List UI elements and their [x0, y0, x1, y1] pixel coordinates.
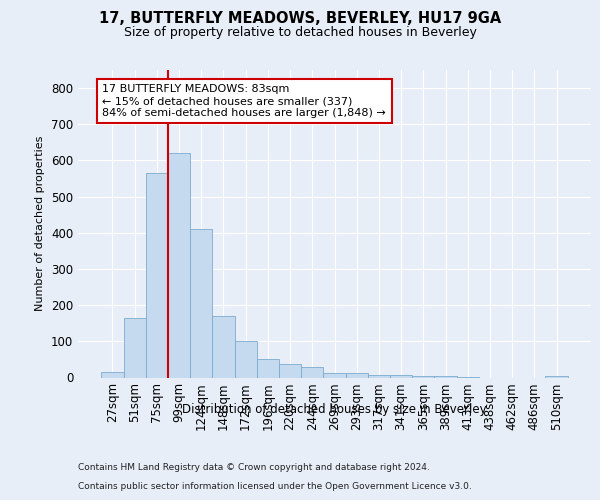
Bar — [368, 374, 390, 378]
Bar — [257, 360, 279, 378]
Bar — [212, 316, 235, 378]
Text: Size of property relative to detached houses in Beverley: Size of property relative to detached ho… — [124, 26, 476, 39]
Text: 17 BUTTERFLY MEADOWS: 83sqm
← 15% of detached houses are smaller (337)
84% of se: 17 BUTTERFLY MEADOWS: 83sqm ← 15% of det… — [103, 84, 386, 117]
Bar — [124, 318, 146, 378]
Bar — [545, 376, 568, 378]
Text: Contains public sector information licensed under the Open Government Licence v3: Contains public sector information licen… — [78, 482, 472, 491]
Bar — [101, 372, 124, 378]
Bar — [412, 376, 434, 378]
Bar — [168, 153, 190, 378]
Bar — [190, 229, 212, 378]
Bar — [323, 373, 346, 378]
Bar — [235, 342, 257, 378]
Bar — [434, 376, 457, 378]
Bar — [146, 173, 168, 378]
Bar — [279, 364, 301, 378]
Bar — [390, 376, 412, 378]
Text: 17, BUTTERFLY MEADOWS, BEVERLEY, HU17 9GA: 17, BUTTERFLY MEADOWS, BEVERLEY, HU17 9G… — [99, 11, 501, 26]
Text: Contains HM Land Registry data © Crown copyright and database right 2024.: Contains HM Land Registry data © Crown c… — [78, 464, 430, 472]
Text: Distribution of detached houses by size in Beverley: Distribution of detached houses by size … — [182, 402, 487, 415]
Bar — [346, 373, 368, 378]
Y-axis label: Number of detached properties: Number of detached properties — [35, 136, 46, 312]
Bar — [301, 366, 323, 378]
